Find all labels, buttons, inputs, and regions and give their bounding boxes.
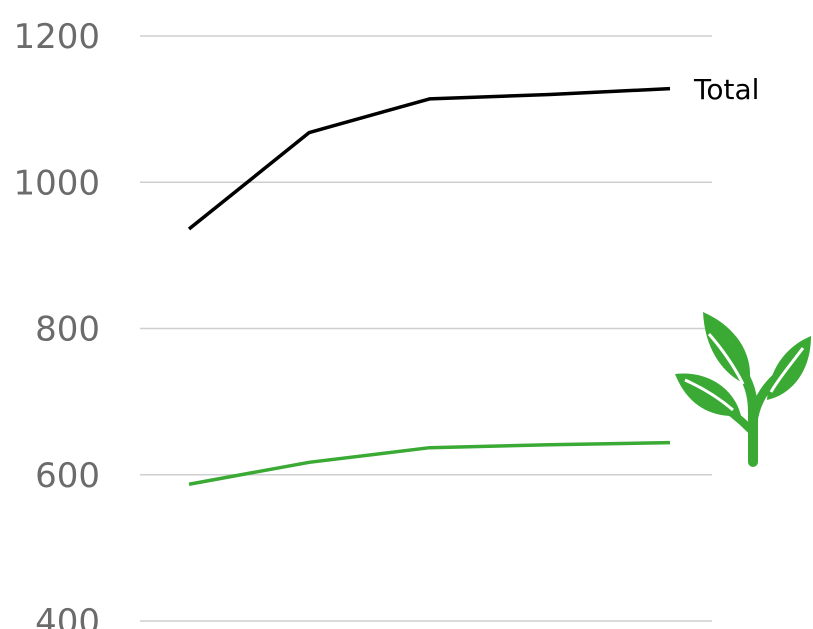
y-tick-label: 800: [35, 310, 100, 350]
series-lines: [187, 86, 671, 486]
y-tick-label: 600: [35, 456, 100, 496]
series-line-green: [188, 440, 671, 486]
series-line-total: [187, 86, 671, 231]
y-axis-tick-labels: 400 600 800 1000 1200: [13, 17, 100, 629]
y-tick-label: 1200: [13, 17, 100, 57]
series-label-total: Total: [693, 73, 759, 106]
plant-icon: [675, 312, 811, 467]
gridlines: [140, 35, 712, 622]
y-tick-label: 1000: [13, 163, 100, 203]
y-tick-label: 400: [35, 602, 100, 629]
